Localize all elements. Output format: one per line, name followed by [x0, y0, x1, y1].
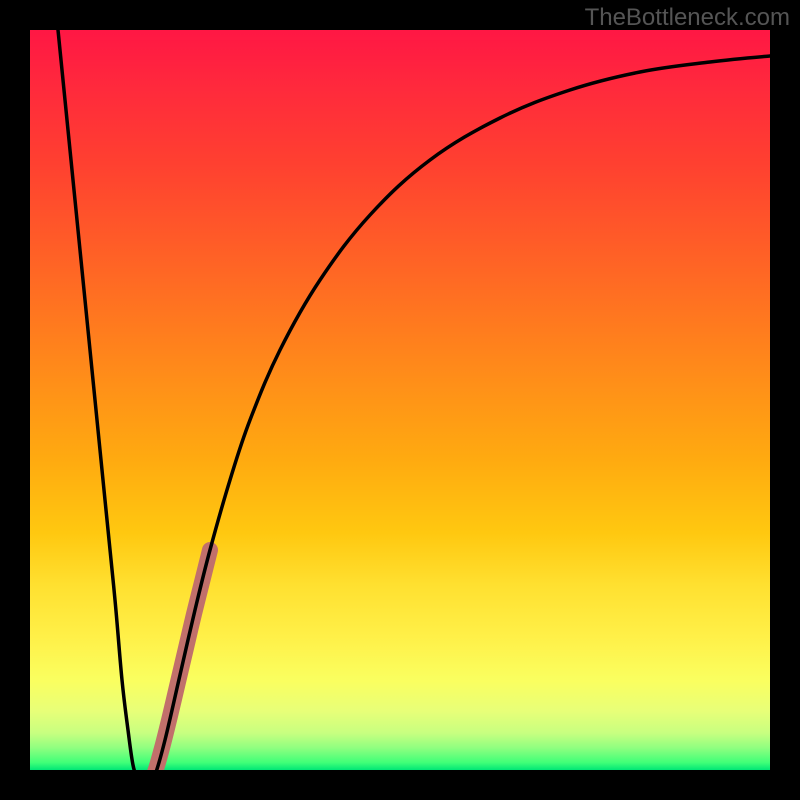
chart-root: TheBottleneck.com	[0, 0, 800, 800]
chart-svg	[0, 0, 800, 800]
plot-background	[30, 30, 770, 770]
watermark-text: TheBottleneck.com	[585, 4, 790, 32]
